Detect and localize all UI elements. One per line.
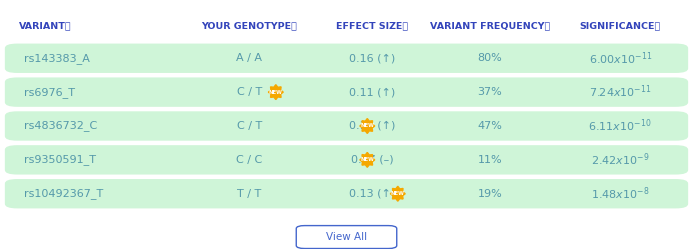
Text: 11%: 11% [477, 155, 502, 165]
Text: $6.11 x 10^{-10}$: $6.11 x 10^{-10}$ [588, 118, 652, 134]
Polygon shape [360, 152, 375, 167]
Text: C / T: C / T [237, 121, 262, 131]
Text: 0.13 (↑): 0.13 (↑) [349, 189, 395, 199]
FancyBboxPatch shape [5, 145, 688, 175]
Text: 0.11 (↑): 0.11 (↑) [349, 87, 395, 97]
Text: rs9350591_T: rs9350591_T [24, 154, 96, 165]
Text: T / T: T / T [238, 189, 261, 199]
Text: NEW: NEW [269, 90, 283, 95]
Polygon shape [360, 119, 375, 133]
Text: 0.16 (↑): 0.16 (↑) [349, 53, 395, 63]
Polygon shape [390, 186, 405, 201]
Text: 0.17 (–): 0.17 (–) [351, 155, 394, 165]
Text: A / A: A / A [236, 53, 263, 63]
FancyBboxPatch shape [5, 179, 688, 208]
Text: VARIANT FREQUENCYⓘ: VARIANT FREQUENCYⓘ [430, 22, 550, 31]
Polygon shape [268, 85, 283, 100]
Text: 47%: 47% [477, 121, 502, 131]
FancyBboxPatch shape [5, 77, 688, 107]
FancyBboxPatch shape [297, 226, 396, 249]
Text: VARIANTⓘ: VARIANTⓘ [19, 22, 71, 31]
Text: C / T: C / T [237, 87, 262, 97]
Text: rs4836732_C: rs4836732_C [24, 121, 97, 131]
Text: NEW: NEW [360, 157, 374, 162]
Text: 0.18 (↑): 0.18 (↑) [349, 121, 395, 131]
Text: EFFECT SIZEⓘ: EFFECT SIZEⓘ [336, 22, 408, 31]
Text: $2.42 x 10^{-9}$: $2.42 x 10^{-9}$ [591, 152, 649, 168]
Text: 19%: 19% [477, 189, 502, 199]
Text: 37%: 37% [477, 87, 502, 97]
Text: $1.48 x 10^{-8}$: $1.48 x 10^{-8}$ [591, 186, 649, 202]
Text: View All: View All [326, 232, 367, 242]
Text: NEW: NEW [391, 191, 405, 196]
Text: rs143383_A: rs143383_A [24, 53, 89, 64]
Text: $7.24 x 10^{-11}$: $7.24 x 10^{-11}$ [589, 84, 651, 100]
Text: rs10492367_T: rs10492367_T [24, 188, 103, 199]
Text: YOUR GENOTYPEⓘ: YOUR GENOTYPEⓘ [202, 22, 297, 31]
Text: SIGNIFICANCEⓘ: SIGNIFICANCEⓘ [579, 22, 661, 31]
Text: $6.00 x 10^{-11}$: $6.00 x 10^{-11}$ [588, 50, 652, 66]
FancyBboxPatch shape [5, 111, 688, 141]
Text: rs6976_T: rs6976_T [24, 87, 75, 98]
Text: 80%: 80% [477, 53, 502, 63]
FancyBboxPatch shape [5, 44, 688, 73]
Text: C / C: C / C [236, 155, 263, 165]
Text: NEW: NEW [360, 124, 374, 128]
